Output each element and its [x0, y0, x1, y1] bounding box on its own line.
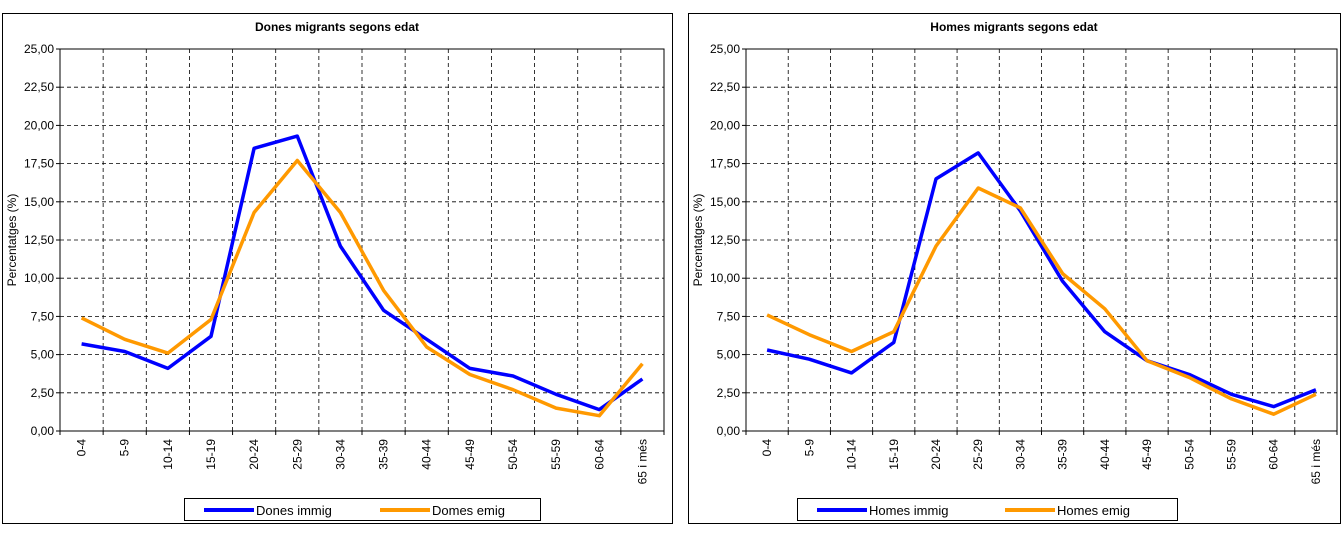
x-tick-label: 30-34: [1013, 439, 1027, 470]
x-tick-label: 55-59: [549, 439, 563, 470]
x-tick-label: 60-64: [1267, 439, 1281, 470]
y-tick-label: 12,50: [24, 233, 54, 247]
x-tick-label: 60-64: [592, 439, 606, 470]
y-tick-label: 25,00: [710, 42, 740, 56]
x-tick-label: 15-19: [204, 439, 218, 470]
y-axis-label: Percentatges (%): [5, 194, 19, 287]
legend-label: Dones immig: [256, 503, 332, 518]
x-tick-label: 25-29: [290, 439, 304, 470]
y-tick-label: 2,50: [31, 386, 55, 400]
y-tick-label: 17,50: [24, 157, 54, 171]
y-tick-label: 20,00: [710, 118, 740, 132]
x-tick-label: 40-44: [1098, 439, 1112, 470]
legend-label: Homes emig: [1057, 503, 1130, 518]
x-tick-label: 65 i més: [1309, 439, 1323, 484]
x-tick-label: 10-14: [845, 439, 859, 470]
y-tick-label: 12,50: [710, 233, 740, 247]
x-tick-label: 40-44: [420, 439, 434, 470]
y-tick-label: 10,00: [24, 271, 54, 285]
x-tick-label: 50-54: [1182, 439, 1196, 470]
chart-title: Dones migrants segons edat: [255, 20, 419, 34]
x-tick-label: 15-19: [887, 439, 901, 470]
y-tick-label: 22,50: [24, 80, 54, 94]
y-tick-label: 20,00: [24, 118, 54, 132]
y-tick-label: 2,50: [717, 386, 741, 400]
y-axis-label: Percentatges (%): [691, 194, 705, 287]
x-tick-label: 55-59: [1224, 439, 1238, 470]
x-tick-label: 50-54: [506, 439, 520, 470]
y-tick-label: 15,00: [24, 195, 54, 209]
y-tick-label: 5,00: [717, 348, 741, 362]
y-tick-label: 0,00: [717, 424, 741, 438]
legend: Homes immig Homes emig: [798, 499, 1178, 521]
x-tick-label: 0-4: [760, 439, 774, 457]
y-tick-label: 0,00: [31, 424, 55, 438]
chart-title: Homes migrants segons edat: [930, 20, 1097, 34]
y-tick-label: 10,00: [710, 271, 740, 285]
chart-1: Dones migrants segons edat 0,00 2,50 5,00 7,…: [3, 14, 673, 524]
chart-2: Homes migrants segons edat 0,00 2,50 5,00 7,…: [689, 14, 1341, 524]
y-tick-label: 25,00: [24, 42, 54, 56]
x-tick-label: 45-49: [1140, 439, 1154, 470]
x-tick-label: 5-9: [118, 439, 132, 457]
legend-label: Domes emig: [432, 503, 505, 518]
y-tick-label: 5,00: [31, 348, 55, 362]
y-tick-label: 15,00: [710, 195, 740, 209]
y-tick-label: 7,50: [717, 309, 741, 323]
y-tick-label: 22,50: [710, 80, 740, 94]
x-tick-label: 5-9: [802, 439, 816, 457]
legend: Dones immig Domes emig: [185, 499, 541, 521]
y-tick-label: 17,50: [710, 157, 740, 171]
x-tick-label: 20-24: [247, 439, 261, 470]
x-tick-label: 45-49: [463, 439, 477, 470]
x-tick-label: 25-29: [971, 439, 985, 470]
x-tick-label: 20-24: [929, 439, 943, 470]
x-tick-label: 10-14: [161, 439, 175, 470]
legend-label: Homes immig: [869, 503, 948, 518]
y-tick-label: 7,50: [31, 309, 55, 323]
x-tick-label: 30-34: [333, 439, 347, 470]
x-tick-label: 35-39: [377, 439, 391, 470]
x-tick-label: 35-39: [1056, 439, 1070, 470]
x-tick-label: 0-4: [75, 439, 89, 457]
x-tick-label: 65 i més: [635, 439, 649, 484]
